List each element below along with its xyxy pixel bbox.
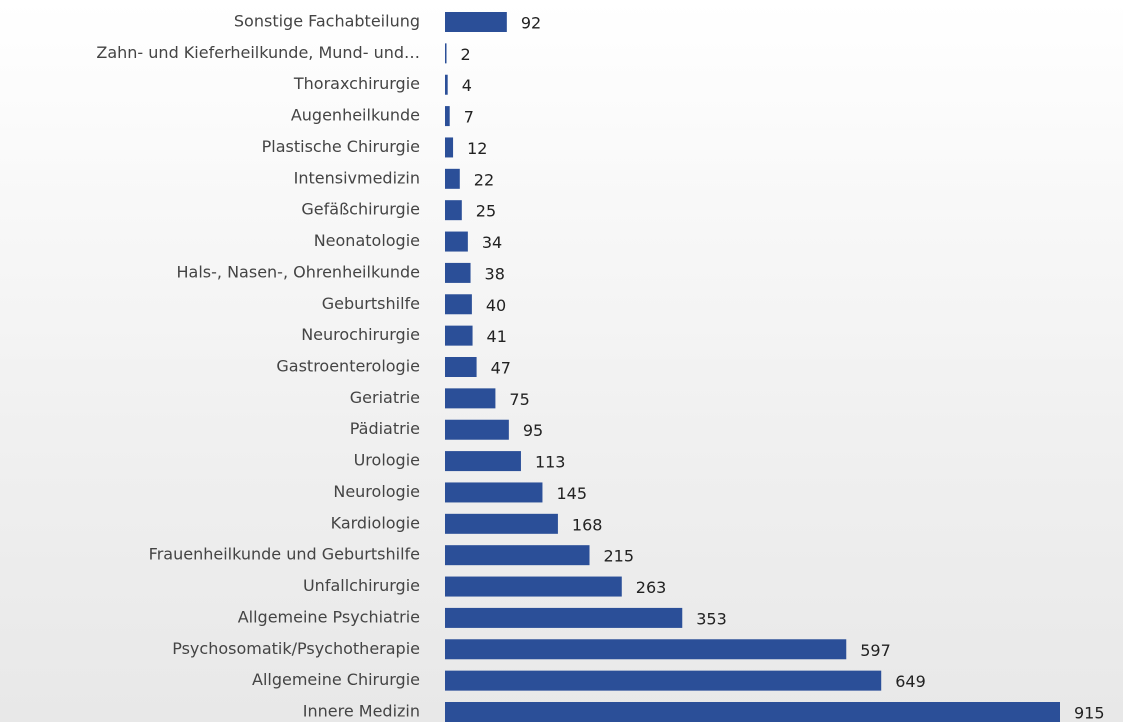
value-label: 25 [476, 202, 496, 221]
bar [445, 106, 450, 127]
bar [445, 639, 847, 660]
category-label: Allgemeine Psychiatrie [238, 607, 420, 626]
category-label: Unfallchirurgie [303, 576, 420, 595]
category-label: Gastroenterologie [276, 357, 420, 376]
category-label: Kardiologie [331, 513, 420, 532]
bar [445, 576, 622, 597]
category-label: Neurologie [333, 482, 420, 501]
category-label: Pädiatrie [350, 419, 420, 438]
bar [445, 43, 447, 64]
value-label: 34 [482, 233, 502, 252]
category-label: Gefäßchirurgie [301, 200, 420, 219]
category-label: Intensivmedizin [294, 168, 420, 187]
bar [445, 325, 473, 346]
bar [445, 419, 509, 440]
category-label: Geriatrie [350, 388, 420, 407]
value-label: 41 [487, 327, 507, 346]
category-label: Augenheilkunde [291, 106, 420, 125]
category-label: Plastische Chirurgie [262, 137, 420, 156]
category-label: Sonstige Fachabteilung [234, 12, 420, 31]
value-label: 75 [509, 390, 529, 409]
bar [445, 200, 462, 221]
value-label: 92 [521, 14, 541, 33]
value-label: 215 [604, 547, 635, 566]
value-label: 95 [523, 421, 543, 440]
bar [445, 388, 496, 409]
bar [445, 670, 882, 691]
category-label: Urologie [354, 451, 420, 470]
bar [445, 451, 521, 472]
bar [445, 74, 448, 95]
bar [445, 357, 477, 377]
value-label: 597 [860, 641, 891, 660]
category-label: Allgemeine Chirurgie [252, 670, 420, 689]
bar [445, 231, 468, 252]
category-label: Hals-, Nasen-, Ohrenheilkunde [177, 262, 420, 281]
bar [445, 262, 471, 283]
bar [445, 702, 1060, 722]
value-label: 40 [486, 296, 506, 315]
bar [445, 168, 460, 189]
bar [445, 607, 683, 628]
category-label: Psychosomatik/Psychotherapie [172, 639, 420, 658]
value-label: 915 [1074, 704, 1105, 722]
value-label: 145 [556, 484, 587, 503]
bar [445, 294, 472, 315]
value-label: 4 [462, 76, 472, 95]
value-label: 22 [474, 170, 494, 189]
bar [445, 12, 507, 32]
bar [445, 482, 543, 503]
category-label: Geburtshilfe [322, 294, 420, 313]
category-label: Innere Medizin [303, 702, 420, 721]
value-label: 168 [572, 515, 603, 534]
value-label: 113 [535, 453, 566, 472]
bar [445, 513, 558, 534]
value-label: 38 [485, 264, 505, 283]
value-label: 12 [467, 139, 487, 158]
value-label: 47 [491, 359, 511, 378]
value-label: 2 [461, 45, 471, 64]
bar [445, 137, 454, 158]
category-label: Neurochirurgie [301, 325, 420, 344]
category-label: Thoraxchirurgie [293, 74, 420, 93]
value-label: 649 [895, 672, 926, 691]
category-label: Frauenheilkunde und Geburtshilfe [149, 545, 420, 564]
value-label: 263 [636, 578, 667, 597]
value-label: 7 [464, 108, 474, 127]
value-label: 353 [696, 609, 727, 628]
category-label: Zahn- und Kieferheilkunde, Mund- und… [96, 43, 420, 62]
category-label: Neonatologie [314, 231, 420, 250]
bar [445, 545, 590, 566]
